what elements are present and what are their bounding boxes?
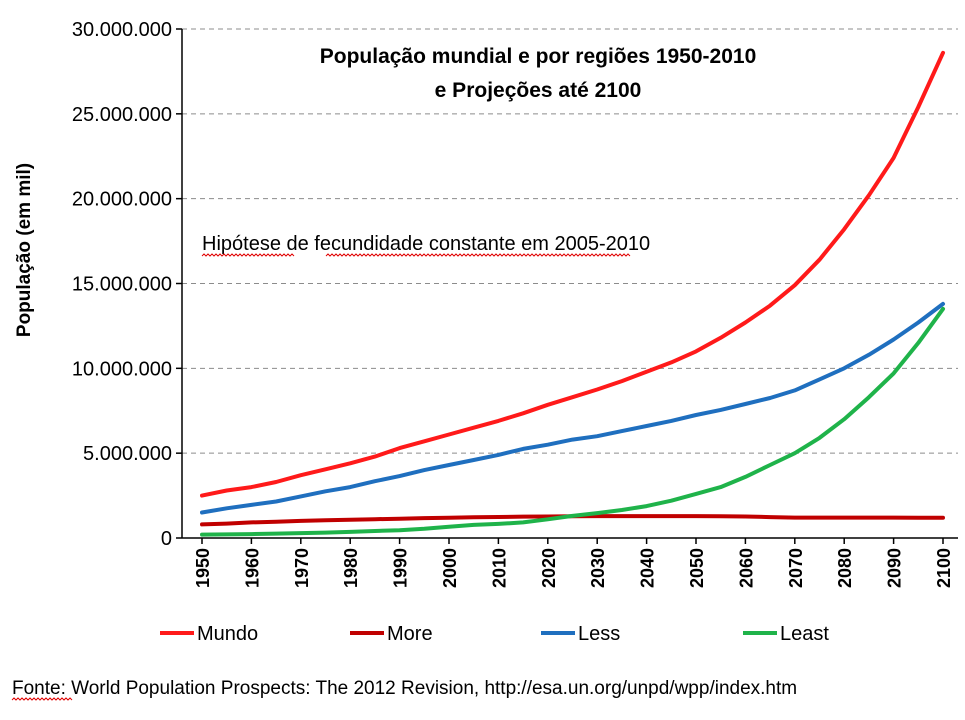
legend-item-least: Least [743,623,829,645]
series-lines [200,50,945,537]
x-tick-label-15: 2100 [934,548,954,588]
y-tick-label-3: 15.000.000 [72,274,172,296]
series-line-less [200,301,945,515]
legend-label-less: Less [578,623,620,645]
y-axis-label: População (em mil) [14,163,35,337]
y-tick-label-2: 10.000.000 [72,358,172,380]
x-tick-label-12: 2070 [786,548,806,588]
legend-item-mundo: Mundo [160,623,258,645]
y-tick-label-5: 25.000.000 [72,104,172,126]
spellcheck-underline-fecundidade [325,253,631,257]
x-tick-label-13: 2080 [835,548,855,588]
x-tick-label-3: 1980 [341,548,361,588]
chart-title-line-2: e Projeções até 2100 [435,79,642,102]
spellcheck-underline-fonte [11,697,73,701]
series-line-least [200,306,945,537]
x-tick-label-0: 1950 [193,548,213,588]
y-tick-label-6: 30.000.000 [72,19,172,41]
spellcheck-underline-hipotese [201,253,295,257]
legend-item-less: Less [541,623,620,645]
x-tick-label-1: 1960 [242,548,262,588]
source-note: Fonte: World Population Prospects: The 2… [12,678,797,699]
legend-label-least: Least [780,623,829,645]
y-tick-label-4: 20.000.000 [72,189,172,211]
legend-item-more: More [350,623,433,645]
x-tick-label-9: 2040 [638,548,658,588]
legend-label-more: More [387,623,433,645]
x-tick-label-6: 2010 [489,548,509,588]
x-tick-label-5: 2000 [440,548,460,588]
series-line-mundo [200,50,945,498]
x-tick-label-10: 2050 [687,548,707,588]
x-tick-label-2: 1970 [292,548,312,588]
legend: Mundo More Less Least [160,623,829,645]
x-tick-label-7: 2020 [539,548,559,588]
x-tick-label-11: 2060 [736,548,756,588]
x-tick-label-8: 2030 [588,548,608,588]
chart-title-line-1: População mundial e por regiões 1950-201… [320,45,757,68]
y-tick-label-0: 0 [161,528,172,550]
x-tick-label-14: 2090 [885,548,905,588]
y-tick-label-1: 5.000.000 [83,443,172,465]
chart-annotation: Hipótese de fecundidade constante em 200… [202,233,650,255]
x-tick-label-4: 1990 [391,548,411,588]
grid-lines [182,28,958,454]
y-axis-ticks: 0 5.000.000 10.000.000 15.000.000 20.000.000… [72,19,182,550]
x-axis-ticks: 1950 1960 1970 1980 1990 2000 2010 2020 2030 2040… [193,538,954,588]
legend-label-mundo: Mundo [197,623,258,645]
